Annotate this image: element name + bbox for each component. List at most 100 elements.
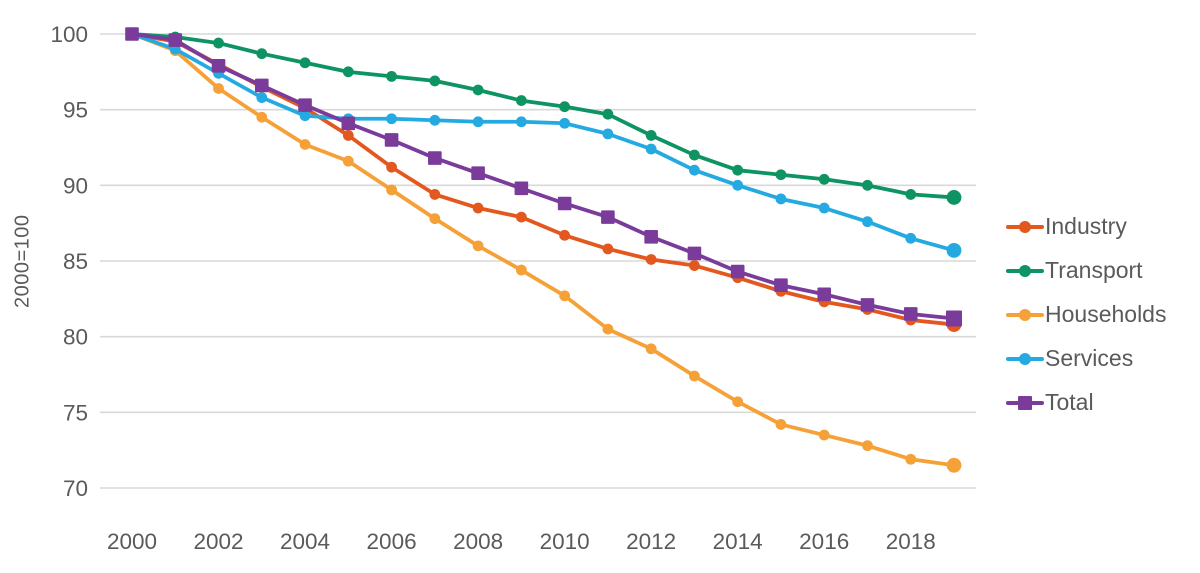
series-marker-transport-2013 — [689, 149, 700, 161]
legend-label-households: Households — [1045, 301, 1167, 327]
x-tick-label-2002: 2002 — [193, 529, 243, 554]
series-marker-services-2003 — [256, 92, 268, 103]
series-marker-households-2015 — [775, 419, 787, 430]
series-marker-industry-2012 — [645, 254, 657, 265]
series-marker-services-2004 — [299, 110, 311, 122]
series-marker-households-2006 — [386, 184, 397, 196]
legend-dot-icon — [1006, 263, 1044, 279]
series-marker-transport-2016 — [818, 173, 830, 185]
series-marker-transport-2014 — [732, 164, 744, 176]
series-marker-households-2017 — [862, 440, 873, 452]
legend-label-industry: Industry — [1045, 213, 1127, 239]
series-marker-industry-2007 — [429, 189, 441, 200]
series-marker-transport-2005 — [342, 66, 354, 78]
series-marker-total-2010 — [557, 196, 572, 211]
series-line-services — [130, 32, 956, 253]
legend-item-households: Households — [1006, 298, 1166, 331]
series-marker-industry-2013 — [689, 260, 700, 271]
series-line-total — [130, 32, 956, 321]
series-marker-total-2019 — [946, 310, 962, 327]
series-marker-transport-2003 — [256, 48, 268, 60]
legend-dot-icon — [1006, 307, 1044, 323]
legend-item-transport: Transport — [1006, 254, 1166, 287]
series-marker-transport-2006 — [386, 70, 397, 82]
series-marker-transport-2010 — [559, 101, 571, 113]
series-marker-services-2012 — [645, 143, 657, 155]
x-tick-label-2014: 2014 — [713, 529, 763, 554]
series-marker-total-2018 — [903, 307, 918, 321]
series-marker-total-2007 — [428, 151, 442, 165]
series-marker-households-2018 — [905, 453, 917, 465]
legend-label-total: Total — [1045, 389, 1094, 415]
x-tick-label-2000: 2000 — [107, 529, 157, 554]
y-tick-label-70: 70 — [63, 476, 88, 501]
x-tick-label-2016: 2016 — [799, 529, 849, 554]
series-marker-total-2014 — [730, 264, 745, 279]
series-marker-households-2016 — [818, 429, 830, 441]
series-marker-industry-2011 — [602, 243, 614, 255]
series-marker-industry-2009 — [515, 211, 527, 223]
series-marker-services-2006 — [386, 113, 397, 125]
legend-square-icon — [1006, 395, 1044, 411]
series-marker-total-2011 — [601, 210, 615, 224]
y-tick-label-90: 90 — [63, 173, 88, 198]
series-marker-total-2015 — [774, 278, 788, 293]
legend-item-services: Services — [1006, 342, 1166, 375]
legend-dot-icon — [1006, 219, 1044, 235]
series-marker-transport-2018 — [905, 189, 917, 200]
series-marker-total-2002 — [211, 58, 226, 73]
series-marker-total-2008 — [471, 166, 485, 181]
series-marker-total-2016 — [817, 287, 832, 302]
series-marker-total-2006 — [384, 133, 399, 147]
legend-dot-icon — [1006, 351, 1044, 367]
series-marker-industry-2006 — [386, 161, 397, 173]
series-marker-households-2011 — [602, 323, 614, 335]
series-marker-services-2015 — [775, 193, 787, 205]
series-marker-services-2014 — [732, 179, 744, 191]
y-tick-label-75: 75 — [63, 400, 88, 425]
series-marker-transport-2019 — [946, 190, 962, 205]
series-marker-transport-2004 — [299, 57, 311, 69]
series-marker-transport-2017 — [862, 179, 873, 191]
series-marker-industry-2010 — [559, 229, 571, 241]
chart-legend: Industry Transport Households Services Total — [1006, 210, 1166, 430]
series-marker-services-2017 — [862, 216, 873, 228]
series-marker-services-2010 — [559, 117, 571, 129]
series-marker-services-2018 — [905, 232, 917, 244]
series-marker-households-2005 — [342, 155, 354, 167]
series-marker-households-2003 — [256, 111, 268, 123]
x-tick-label-2012: 2012 — [626, 529, 676, 554]
series-marker-households-2012 — [645, 343, 657, 355]
series-marker-total-2003 — [254, 78, 269, 93]
series-marker-services-2011 — [602, 128, 614, 140]
series-marker-total-2005 — [341, 116, 356, 131]
series-marker-transport-2012 — [645, 129, 657, 141]
series-marker-total-2000 — [125, 27, 139, 41]
series-marker-services-2009 — [515, 116, 527, 128]
legend-label-services: Services — [1045, 345, 1134, 371]
series-marker-households-2014 — [732, 396, 744, 408]
series-marker-total-2013 — [687, 246, 702, 261]
legend-item-total: Total — [1006, 386, 1166, 419]
series-marker-services-2007 — [429, 114, 441, 126]
x-tick-label-2018: 2018 — [886, 529, 936, 554]
series-marker-services-2016 — [818, 202, 830, 214]
series-marker-transport-2009 — [515, 95, 527, 106]
x-tick-label-2006: 2006 — [367, 529, 417, 554]
series-marker-total-2012 — [644, 229, 658, 244]
y-tick-label-95: 95 — [63, 98, 88, 123]
series-marker-households-2004 — [299, 139, 311, 150]
series-marker-transport-2008 — [472, 84, 484, 96]
series-marker-transport-2015 — [775, 169, 787, 181]
series-marker-households-2019 — [946, 457, 962, 473]
legend-item-industry: Industry — [1006, 210, 1166, 243]
x-tick-label-2008: 2008 — [453, 529, 503, 554]
series-marker-services-2013 — [689, 164, 700, 176]
series-marker-total-2004 — [298, 98, 312, 112]
series-marker-services-2008 — [472, 116, 484, 128]
series-marker-households-2002 — [213, 83, 224, 94]
series-line-transport — [130, 32, 956, 200]
x-tick-label-2010: 2010 — [540, 529, 590, 554]
